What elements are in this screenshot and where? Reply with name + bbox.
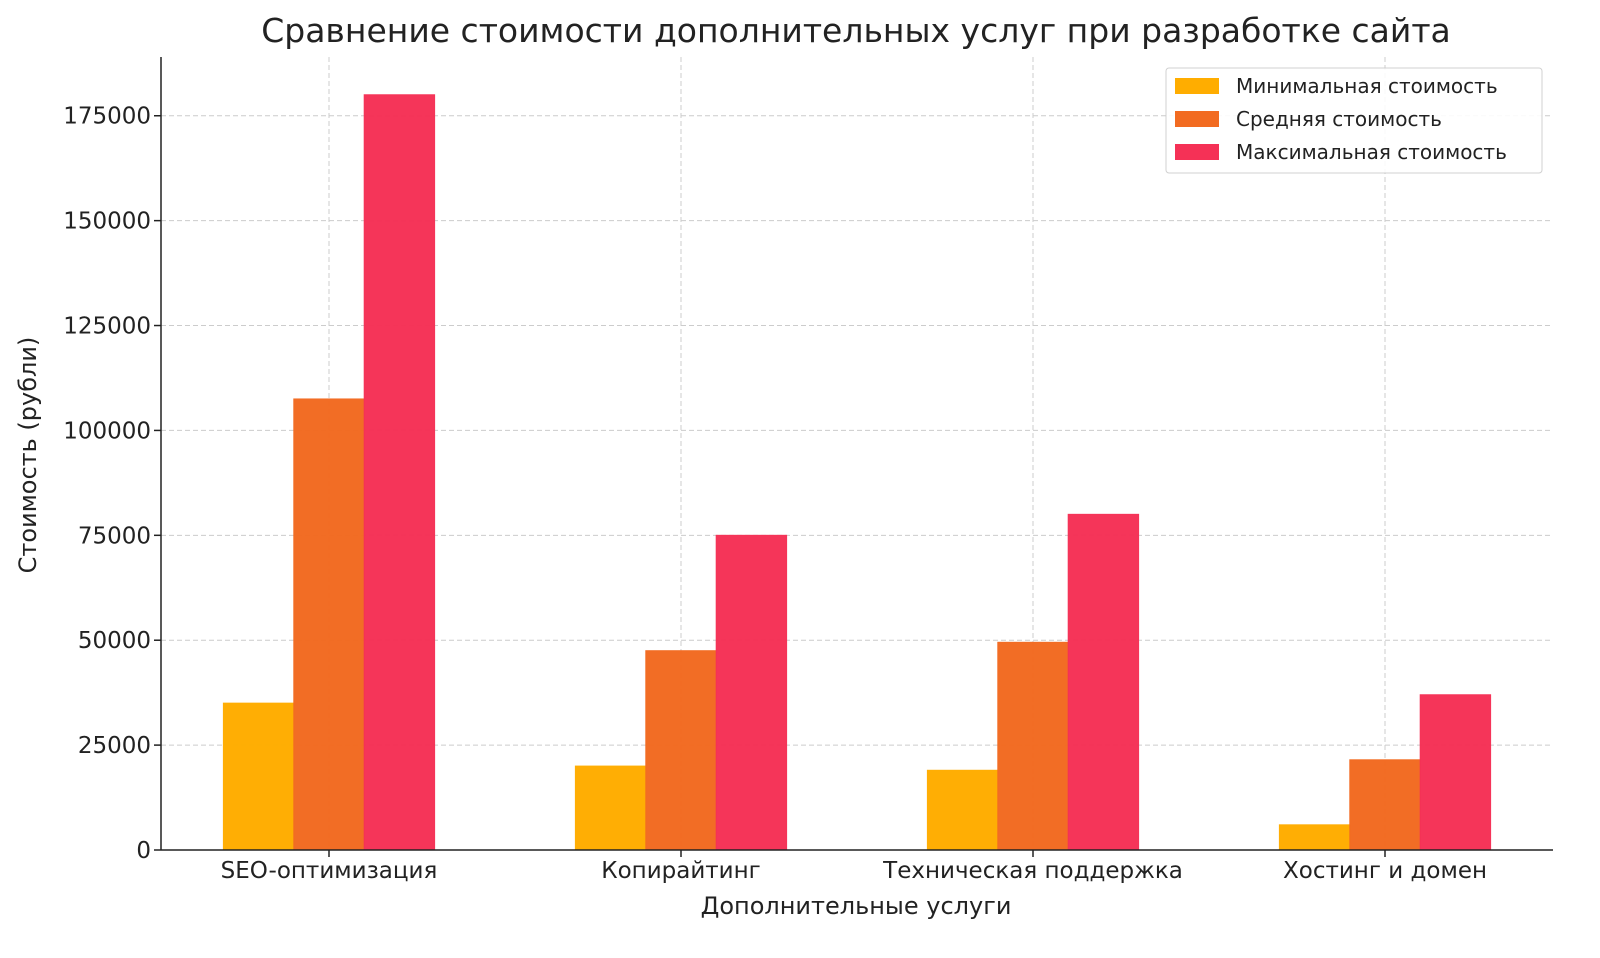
y-tick-label: 50000 <box>78 628 151 654</box>
y-tick-label: 150000 <box>63 209 151 235</box>
y-tick-label: 75000 <box>78 523 151 549</box>
x-tick-label: Копирайтинг <box>601 858 761 884</box>
y-tick-label: 125000 <box>63 314 151 340</box>
y-tick-label: 0 <box>136 838 151 864</box>
bar-max <box>363 94 436 851</box>
legend-label: Средняя стоимость <box>1236 107 1442 131</box>
y-axis-label: Стоимость (рубли) <box>14 337 42 574</box>
bar-max <box>1419 694 1492 851</box>
bar-avg <box>997 641 1069 851</box>
x-tick-label: Техническая поддержка <box>882 858 1183 884</box>
bar-max <box>715 534 788 851</box>
bar-min <box>222 702 295 851</box>
legend-swatch <box>1175 78 1219 94</box>
legend-label: Минимальная стоимость <box>1236 74 1498 98</box>
y-tick-label: 25000 <box>78 733 151 759</box>
chart-title: Сравнение стоимости дополнительных услуг… <box>261 11 1451 50</box>
x-tick-label: Хостинг и домен <box>1283 858 1487 884</box>
legend-label: Максимальная стоимость <box>1236 140 1507 164</box>
bar-avg <box>293 398 365 851</box>
bar-avg <box>645 650 717 851</box>
y-tick-label: 100000 <box>63 418 151 444</box>
x-tick-label: SEO-оптимизация <box>221 858 438 884</box>
bar-max <box>1067 513 1140 851</box>
legend-swatch <box>1175 111 1219 127</box>
y-tick-label: 175000 <box>63 104 151 130</box>
x-axis-label: Дополнительные услуги <box>701 892 1012 920</box>
bar-avg <box>1349 759 1421 851</box>
bar-min <box>574 765 647 851</box>
legend-swatch <box>1175 144 1219 160</box>
legend-box <box>1165 67 1543 174</box>
bars <box>222 94 1492 851</box>
bar-min <box>1278 824 1351 851</box>
axes: 0 25000 50000 75000 100000 125000 150000 175000… <box>63 57 1553 884</box>
legend: Минимальная стоимость Средняя стоимость Ма… <box>1165 67 1543 174</box>
bar-min <box>926 769 999 851</box>
